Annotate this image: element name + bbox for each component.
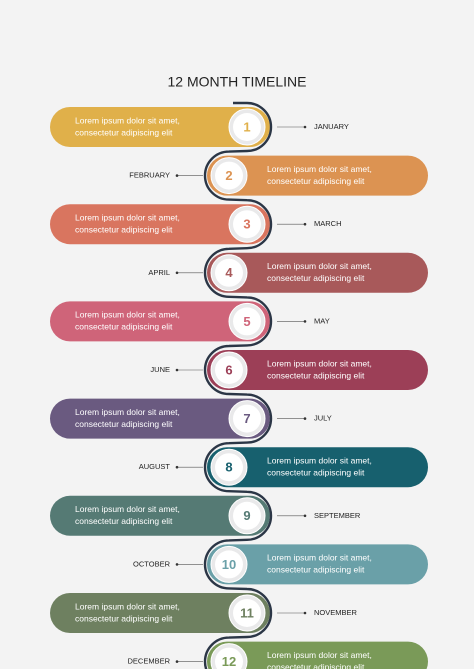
- leader-dot: [175, 563, 179, 566]
- leader-dot: [175, 660, 179, 663]
- pill: [207, 252, 428, 293]
- description: consectetur adipiscing elit: [267, 467, 365, 477]
- description: consectetur adipiscing elit: [75, 516, 173, 526]
- pill: [207, 447, 428, 488]
- month: MAY: [314, 316, 330, 325]
- pill: [50, 495, 270, 536]
- month: NOVEMBER: [314, 608, 358, 617]
- description: Lorem ipsum dolor sit amet,: [267, 553, 372, 563]
- leader-dot: [303, 320, 307, 323]
- number: 2: [225, 168, 232, 183]
- month: MARCH: [314, 219, 342, 228]
- leader-dot: [303, 514, 307, 518]
- title: 12 MONTH TIMELINE: [168, 74, 307, 90]
- description: Lorem ipsum dolor sit amet,: [75, 504, 180, 514]
- number-badge: [233, 599, 261, 627]
- number-badge: [233, 404, 261, 433]
- number: 4: [225, 265, 233, 280]
- month: JUNE: [150, 365, 170, 374]
- connector-line: [203, 101, 273, 669]
- leader-dot: [303, 611, 307, 615]
- number: 12: [222, 654, 236, 669]
- number-badge: [215, 550, 243, 579]
- number-badge: [215, 356, 243, 384]
- pill: [50, 301, 270, 342]
- leader-dot: [175, 271, 179, 275]
- description: consectetur adipiscing elit: [75, 419, 173, 429]
- pill: [207, 155, 428, 196]
- number: 10: [222, 557, 236, 572]
- description: consectetur adipiscing elit: [267, 370, 365, 380]
- description: Lorem ipsum dolor sit amet,: [75, 115, 180, 125]
- leader-dot: [303, 417, 307, 420]
- description: consectetur adipiscing elit: [267, 176, 365, 186]
- leader-dot: [303, 125, 307, 129]
- leader-dot: [175, 174, 179, 177]
- number: 5: [243, 314, 250, 329]
- month: JANUARY: [314, 122, 349, 131]
- description: Lorem ipsum dolor sit amet,: [75, 212, 180, 222]
- description: consectetur adipiscing elit: [75, 322, 173, 332]
- leader-dot: [175, 368, 179, 372]
- description: consectetur adipiscing elit: [267, 662, 365, 669]
- pill: [207, 641, 428, 669]
- number: 9: [243, 508, 250, 523]
- pill: [50, 593, 270, 633]
- description: Lorem ipsum dolor sit amet,: [75, 407, 180, 417]
- month: SEPTEMBER: [314, 511, 361, 520]
- number-badge: [233, 210, 261, 239]
- description: Lorem ipsum dolor sit amet,: [267, 455, 372, 465]
- number-badge: [233, 501, 261, 530]
- number-badge: [233, 113, 261, 141]
- number: 3: [243, 217, 250, 232]
- pill: [50, 398, 270, 439]
- description: Lorem ipsum dolor sit amet,: [267, 261, 372, 271]
- description: Lorem ipsum dolor sit amet,: [267, 164, 372, 174]
- description: consectetur adipiscing elit: [267, 565, 365, 575]
- number: 6: [225, 362, 232, 377]
- month: FEBRUARY: [129, 171, 170, 180]
- month: AUGUST: [139, 462, 171, 471]
- number-badge: [215, 647, 243, 669]
- number: 7: [243, 411, 250, 426]
- description: consectetur adipiscing elit: [75, 224, 173, 234]
- description: Lorem ipsum dolor sit amet,: [75, 310, 180, 320]
- month: OCTOBER: [133, 559, 171, 568]
- pill: [207, 350, 428, 390]
- description: Lorem ipsum dolor sit amet,: [267, 650, 372, 660]
- leader-dot: [175, 465, 179, 469]
- description: Lorem ipsum dolor sit amet,: [75, 601, 180, 611]
- month: DECEMBER: [127, 657, 170, 666]
- pill: [50, 204, 270, 245]
- number: 8: [225, 460, 232, 475]
- number-badge: [233, 307, 261, 336]
- description: consectetur adipiscing elit: [267, 273, 365, 283]
- leader-dot: [303, 222, 307, 226]
- month: JULY: [314, 414, 332, 423]
- pill: [207, 544, 428, 585]
- number: 11: [240, 605, 254, 620]
- description: Lorem ipsum dolor sit amet,: [267, 358, 372, 368]
- number-badge: [215, 258, 243, 287]
- description: consectetur adipiscing elit: [75, 127, 173, 137]
- month: APRIL: [148, 268, 170, 277]
- pill: [50, 107, 270, 147]
- number-badge: [215, 161, 243, 190]
- number-badge: [215, 453, 243, 482]
- number: 1: [243, 119, 250, 134]
- description: consectetur adipiscing elit: [75, 613, 173, 623]
